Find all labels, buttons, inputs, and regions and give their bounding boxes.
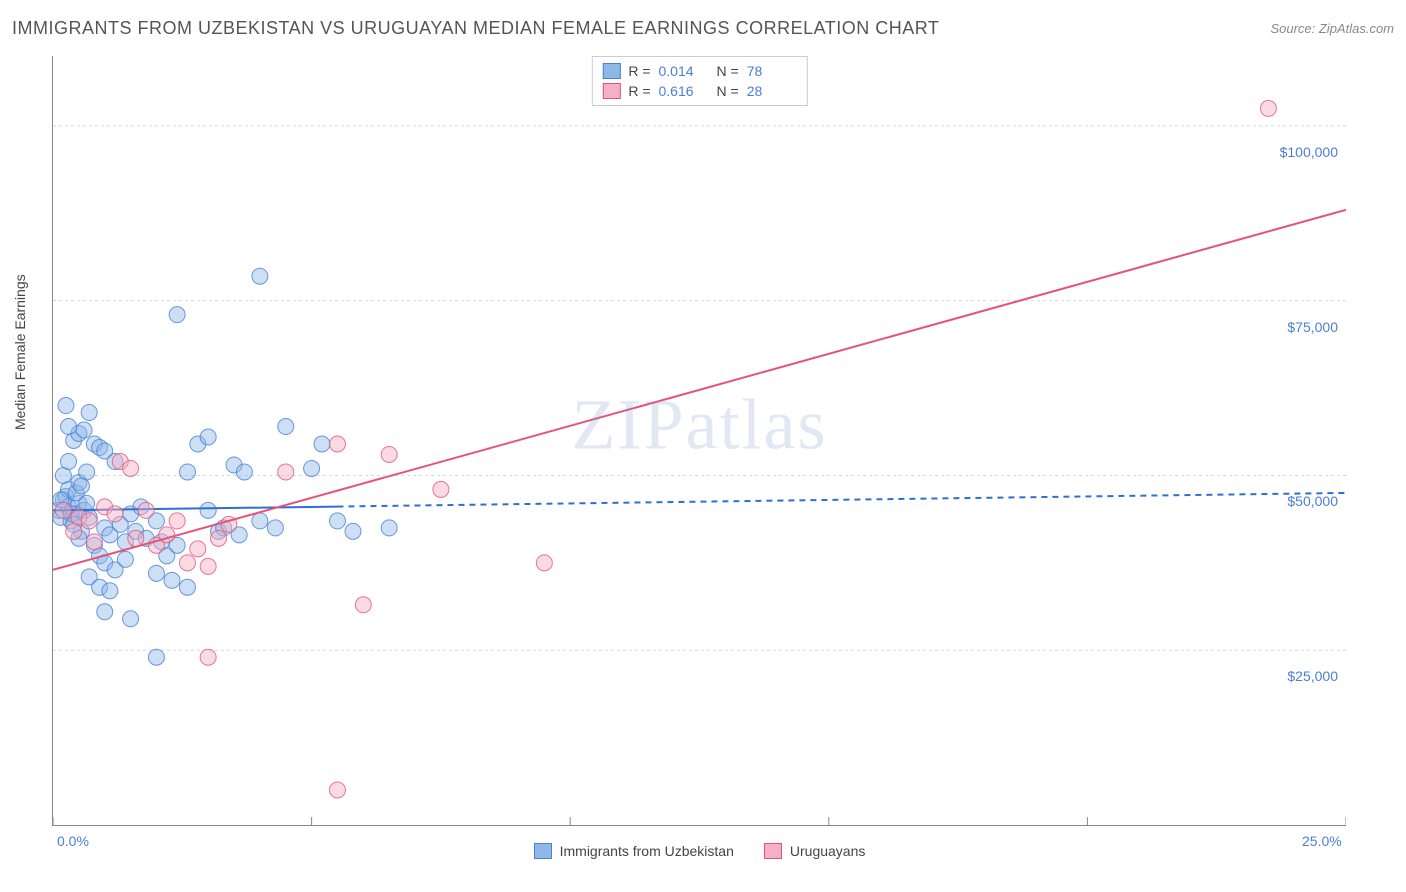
r-value-uzbekistan: 0.014 <box>659 63 709 79</box>
series-legend: Immigrants from Uzbekistan Uruguayans <box>53 843 1346 859</box>
legend-label-uruguayans: Uruguayans <box>790 843 866 859</box>
data-layer <box>53 56 1346 825</box>
legend-label-uzbekistan: Immigrants from Uzbekistan <box>560 843 734 859</box>
x-tick-label: 25.0% <box>1302 833 1342 849</box>
swatch-uzbekistan <box>602 63 620 79</box>
y-tick-label: $75,000 <box>1287 319 1338 335</box>
source-label: Source: ZipAtlas.com <box>1270 21 1394 36</box>
n-value-uruguayans: 28 <box>747 83 797 99</box>
plot-area: ZIPatlas R = 0.014 N = 78 R = 0.616 N = … <box>52 56 1346 826</box>
n-label: N = <box>717 83 739 99</box>
r-label: R = <box>628 83 650 99</box>
legend-item-uzbekistan: Immigrants from Uzbekistan <box>534 843 734 859</box>
y-axis-label: Median Female Earnings <box>12 274 28 430</box>
y-tick-label: $100,000 <box>1280 144 1338 160</box>
n-value-uzbekistan: 78 <box>747 63 797 79</box>
n-label: N = <box>717 63 739 79</box>
swatch-uruguayans <box>602 83 620 99</box>
chart-title: IMMIGRANTS FROM UZBEKISTAN VS URUGUAYAN … <box>12 18 939 39</box>
legend-row-uruguayans: R = 0.616 N = 28 <box>602 81 796 101</box>
r-label: R = <box>628 63 650 79</box>
swatch-uruguayans <box>764 843 782 859</box>
y-tick-label: $25,000 <box>1287 668 1338 684</box>
legend-item-uruguayans: Uruguayans <box>764 843 866 859</box>
r-value-uruguayans: 0.616 <box>659 83 709 99</box>
swatch-uzbekistan <box>534 843 552 859</box>
correlation-legend: R = 0.014 N = 78 R = 0.616 N = 28 <box>591 56 807 106</box>
legend-row-uzbekistan: R = 0.014 N = 78 <box>602 61 796 81</box>
x-tick-label: 0.0% <box>57 833 89 849</box>
y-tick-label: $50,000 <box>1287 493 1338 509</box>
